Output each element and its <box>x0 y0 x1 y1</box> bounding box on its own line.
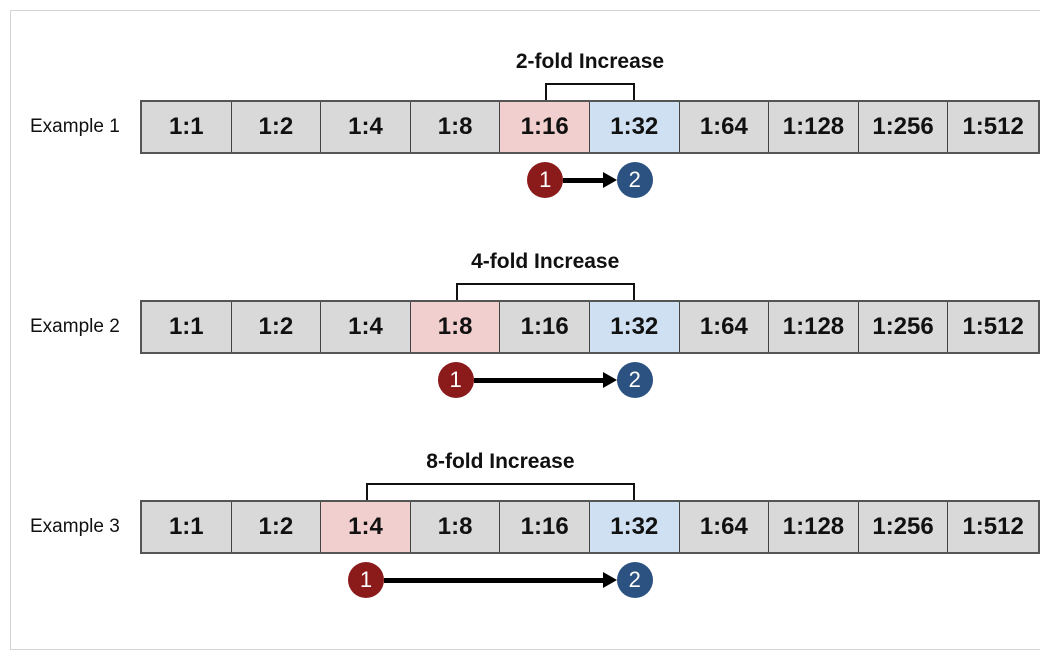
dilution-cell: 1:8 <box>410 502 501 552</box>
dilution-cell: 1:128 <box>769 102 859 152</box>
dilution-cell: 1:512 <box>948 302 1038 352</box>
arrow-line <box>384 577 603 583</box>
dilution-cell: 1:32 <box>589 102 680 152</box>
dilution-cell: 1:512 <box>948 102 1038 152</box>
dilution-cell: 1:64 <box>679 502 770 552</box>
dilution-cell: 1:8 <box>410 102 501 152</box>
dilution-cell: 1:256 <box>858 302 949 352</box>
arrow-line <box>473 377 603 383</box>
dilution-row: 1:1 1:2 1:4 1:8 1:16 1:32 1:64 1:128 1:256 1:512 <box>140 300 1040 354</box>
end-marker: 2 <box>616 562 653 598</box>
arrow-head <box>602 372 617 388</box>
dilution-cell: 1:1 <box>142 102 232 152</box>
start-marker: 1 <box>527 162 564 198</box>
fold-bracket <box>455 283 635 300</box>
dilution-cell: 1:2 <box>231 302 322 352</box>
dilution-cell: 1:256 <box>858 502 949 552</box>
example-label: Example 2 <box>30 316 120 337</box>
dilution-cell: 1:16 <box>500 102 590 152</box>
dilution-cell: 1:2 <box>231 102 322 152</box>
fold-increase-label: 2-fold Increase <box>515 50 665 73</box>
dilution-cell: 1:4 <box>321 102 411 152</box>
dilution-cell: 1:32 <box>589 502 680 552</box>
fold-bracket <box>366 483 635 500</box>
fold-bracket <box>545 83 635 100</box>
start-marker: 1 <box>437 362 474 398</box>
fold-increase-label: 8-fold Increase <box>426 450 575 473</box>
end-marker: 2 <box>616 362 653 398</box>
example-label: Example 1 <box>30 116 120 137</box>
dilution-cell: 1:4 <box>321 302 411 352</box>
dilution-cell: 1:16 <box>500 302 590 352</box>
dilution-cell: 1:1 <box>142 302 232 352</box>
dilution-cell: 1:64 <box>679 302 770 352</box>
dilution-cell: 1:64 <box>679 102 770 152</box>
end-marker: 2 <box>616 162 653 198</box>
dilution-cell: 1:256 <box>858 102 949 152</box>
dilution-cell: 1:4 <box>321 502 411 552</box>
dilution-cell: 1:128 <box>769 302 859 352</box>
arrow-head <box>602 572 617 588</box>
dilution-cell: 1:128 <box>769 502 859 552</box>
dilution-row: 1:1 1:2 1:4 1:8 1:16 1:32 1:64 1:128 1:256 1:512 <box>140 500 1040 554</box>
dilution-cell: 1:1 <box>142 502 232 552</box>
example-label: Example 3 <box>30 516 120 537</box>
dilution-cell: 1:16 <box>500 502 590 552</box>
start-marker: 1 <box>348 562 384 598</box>
fold-increase-label: 4-fold Increase <box>471 250 620 273</box>
dilution-cell: 1:2 <box>231 502 322 552</box>
arrow-head <box>602 172 617 188</box>
dilution-cell: 1:32 <box>589 302 680 352</box>
arrow-line <box>563 177 603 183</box>
dilution-cell: 1:8 <box>410 302 501 352</box>
dilution-cell: 1:512 <box>948 502 1038 552</box>
dilution-row: 1:1 1:2 1:4 1:8 1:16 1:32 1:64 1:128 1:256 1:512 <box>140 100 1040 154</box>
